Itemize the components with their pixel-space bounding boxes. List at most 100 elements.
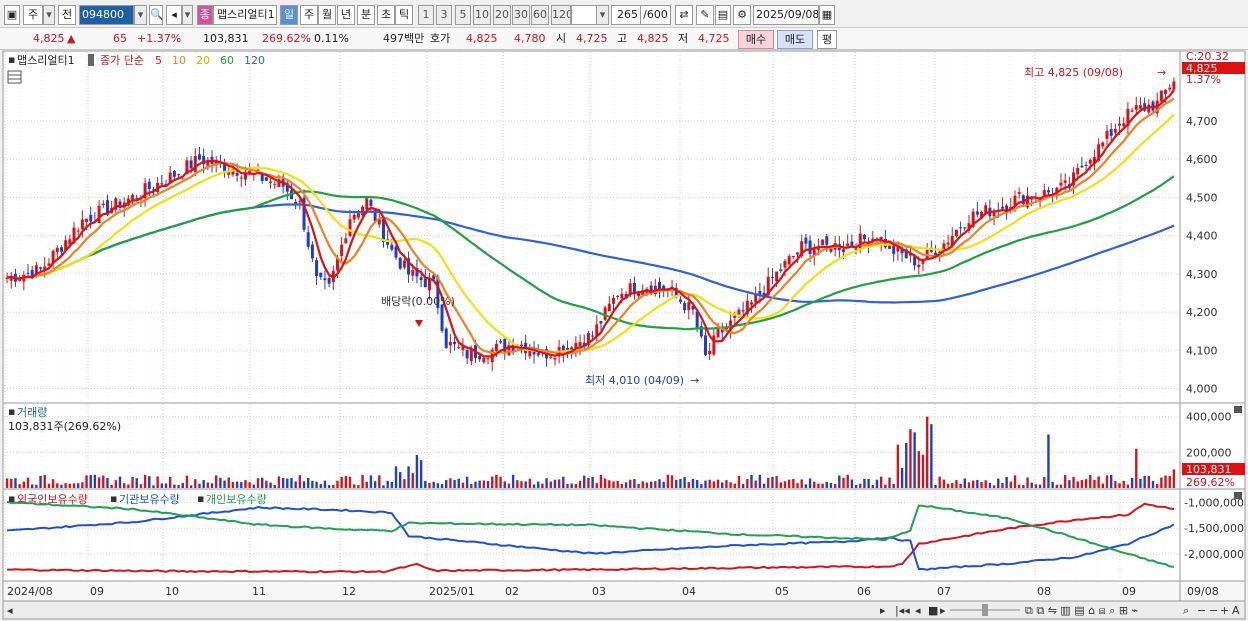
volume-bar — [235, 481, 239, 488]
volume-bar — [403, 479, 406, 488]
period-button-0[interactable]: 일 — [280, 5, 298, 25]
first-page-icon[interactable]: |◂◂ — [895, 604, 910, 617]
interval-button-120[interactable]: 120 — [551, 5, 571, 25]
period-button-2[interactable]: 월 — [318, 5, 336, 25]
volume-panel-marker: ▪ — [8, 405, 15, 418]
candle-body — [352, 214, 356, 220]
prev-button[interactable]: 전 — [58, 5, 76, 25]
candle-body — [231, 169, 235, 175]
volume-bar — [917, 451, 920, 488]
minus-icon[interactable]: − — [1209, 604, 1218, 617]
candle-body — [758, 290, 762, 296]
calendar-icon[interactable]: ▦ — [819, 5, 835, 25]
candle-body — [457, 347, 461, 349]
candle-body — [486, 358, 490, 360]
bottom-scrollbar[interactable] — [2, 600, 1246, 620]
volume-panel-close-icon[interactable] — [1234, 406, 1242, 413]
volume-bar — [432, 481, 435, 488]
candle-body — [319, 272, 323, 277]
volume-bar — [633, 479, 636, 488]
candle-body — [315, 260, 319, 277]
candle-body — [1072, 172, 1076, 186]
volume-bar — [687, 482, 690, 488]
table-icon[interactable] — [7, 70, 22, 84]
volume-bar — [198, 483, 201, 488]
volume-bar — [967, 482, 971, 488]
volume-panel[interactable] — [2, 402, 1181, 490]
holdings-legend-marker: ▪ — [110, 492, 117, 505]
volume-bar — [265, 480, 268, 488]
search-icon[interactable]: 🔍 — [149, 5, 163, 25]
interval-button-60[interactable]: 60 — [531, 5, 549, 25]
save-icon[interactable]: ▤ — [715, 5, 731, 25]
volume-bar — [60, 484, 63, 488]
candle-body — [762, 292, 766, 296]
valuation-button[interactable]: 평 — [817, 30, 837, 49]
holdings-panel-close-icon[interactable] — [1234, 492, 1242, 499]
speaker-icon[interactable]: ◂ — [166, 5, 182, 25]
volume-bar — [662, 481, 665, 488]
volume-panel-title: 거래량 — [17, 406, 47, 419]
stop-icon[interactable]: ■ — [928, 604, 938, 617]
volume-bar — [637, 483, 640, 488]
window-icon[interactable]: ▣ — [4, 5, 20, 25]
zoom-out-icon[interactable]: − — [1197, 604, 1206, 617]
interval-button-10[interactable]: 10 — [473, 5, 491, 25]
next-page-icon[interactable]: ▸ — [940, 604, 946, 617]
scroll-left-icon[interactable]: ◂ — [7, 604, 13, 617]
market-type-select[interactable]: 주 — [23, 5, 43, 25]
zoom-icon[interactable]: ⌕ — [1183, 604, 1189, 617]
draw-icon[interactable]: ✎ — [696, 5, 714, 25]
view-tools-icons[interactable]: ⧉ ⧉ ⇋ ▥ ▤ ⌂ ⧈ ⌕ ⊞ ⌁ — [1025, 604, 1138, 617]
speaker-dropdown-icon[interactable]: ▾ — [182, 5, 193, 25]
candle-body — [770, 277, 774, 279]
volume-bar — [110, 485, 113, 488]
date-input[interactable]: 2025/09/08 — [753, 5, 819, 25]
sell-button[interactable]: 매도 — [777, 30, 813, 49]
candle-body — [335, 257, 339, 271]
plus-icon[interactable]: + — [1220, 604, 1229, 617]
volume-bar — [135, 478, 138, 488]
candle-body — [846, 243, 850, 246]
period-button-4[interactable]: 분 — [357, 5, 375, 25]
market-type-dropdown-icon[interactable]: ▾ — [43, 5, 55, 25]
interval-dropdown-icon[interactable]: ▾ — [596, 5, 609, 25]
gear-icon[interactable]: ⚙ — [733, 5, 751, 25]
period-button-6[interactable]: 틱 — [395, 5, 413, 25]
candle-body — [549, 356, 553, 358]
interval-button-1[interactable]: 1 — [418, 5, 434, 25]
candle-body — [1026, 195, 1030, 208]
candle-body — [699, 326, 703, 337]
x-axis-label: 04 — [682, 585, 696, 598]
data-count-input[interactable]: 265 — [611, 5, 641, 25]
volume-bar — [1143, 476, 1146, 488]
volume-bar — [327, 485, 331, 488]
volume-bar — [708, 479, 711, 488]
interval-button-20[interactable]: 20 — [493, 5, 511, 25]
interval-button-3[interactable]: 3 — [436, 5, 452, 25]
candle-body — [1168, 87, 1172, 90]
zoom-slider-handle[interactable] — [982, 604, 988, 616]
volume-bar — [1122, 480, 1125, 488]
candle-body — [172, 170, 176, 177]
stock-chart[interactable]: ▪ 맵스리얼티1 종가 단순 5 10 20 60 120 최고 4,825 (09/0… — [0, 50, 1248, 621]
price-tick-label: 4,000 — [1186, 383, 1218, 396]
volume-bar — [64, 483, 67, 488]
stock-code-input[interactable]: 094800 — [79, 5, 134, 25]
volume-bar — [1114, 481, 1117, 488]
period-button-1[interactable]: 주 — [300, 5, 318, 25]
volume-bar — [1017, 484, 1021, 488]
volume-bar — [879, 476, 883, 488]
period-button-5[interactable]: 초 — [377, 5, 395, 25]
prev-page-icon[interactable]: ◂ — [915, 604, 921, 617]
volume-bar — [302, 481, 306, 488]
tools-icon[interactable]: ⇄ — [675, 5, 693, 25]
font-size-icon[interactable]: A — [1232, 604, 1240, 617]
interval-button-30[interactable]: 30 — [512, 5, 530, 25]
buy-button[interactable]: 매수 — [738, 30, 774, 49]
candle-body — [298, 201, 302, 203]
interval-button-5[interactable]: 5 — [455, 5, 471, 25]
stock-code-dropdown-icon[interactable]: ▾ — [134, 5, 147, 25]
period-button-3[interactable]: 년 — [337, 5, 355, 25]
scroll-right-icon[interactable]: ▸ — [880, 604, 886, 617]
